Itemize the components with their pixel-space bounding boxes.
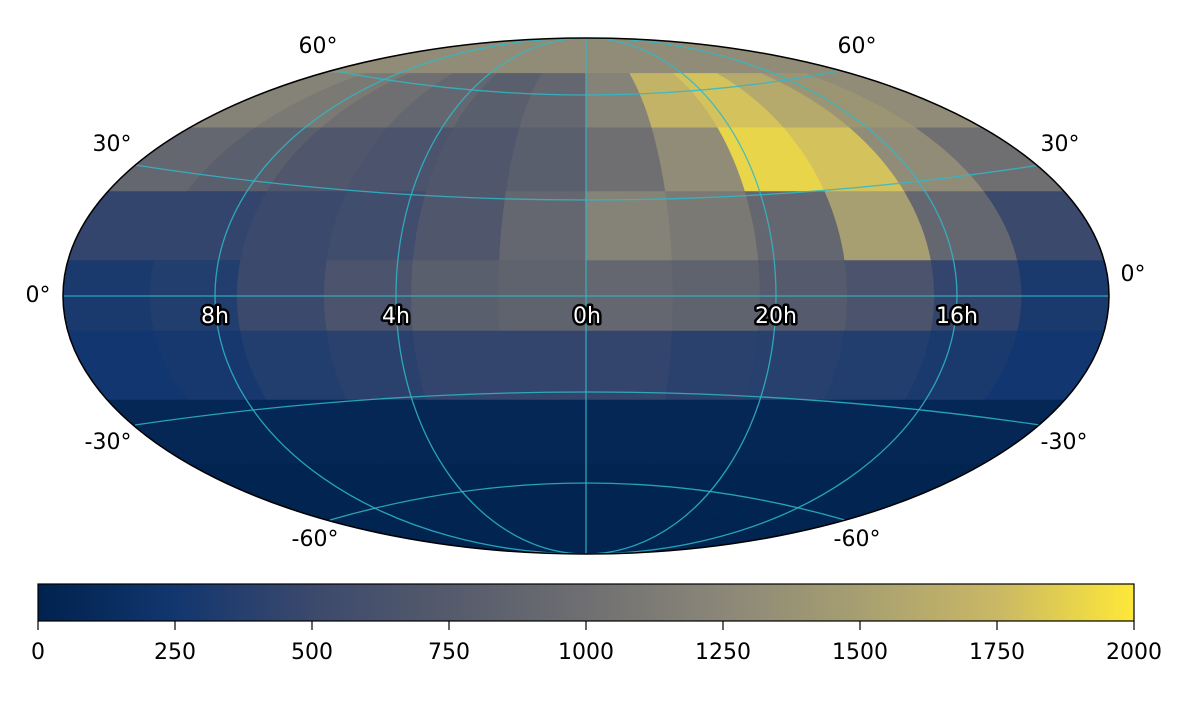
graticule-line <box>585 38 777 554</box>
colorbar-tick-label: 2000 <box>1106 640 1162 665</box>
map-cell <box>505 399 587 465</box>
dec-label: -60° <box>834 527 881 552</box>
colorbar-tick-label: 250 <box>154 640 196 665</box>
graticule-line <box>395 38 587 554</box>
colorbar-tick-label: 1750 <box>969 640 1025 665</box>
graticule-line <box>134 391 1041 426</box>
colorbar-tick-label: 1250 <box>695 640 751 665</box>
graticule-line <box>329 69 846 96</box>
ra-label: 4h <box>382 304 410 329</box>
graticule-line <box>134 164 1041 201</box>
dec-label: 0° <box>26 283 51 308</box>
graticule-line <box>214 38 587 554</box>
map-cell <box>412 191 507 262</box>
graticule <box>63 38 1109 554</box>
colorbar-ticks: 0 250 500 750 1000 1250 1500 1750 2000 <box>31 621 1162 665</box>
map <box>63 38 1109 554</box>
graticule-line <box>585 38 958 554</box>
map-cell <box>505 127 587 193</box>
map-cell <box>585 399 667 465</box>
ra-label: 0h <box>573 304 601 329</box>
dec-label: 0° <box>1121 262 1146 287</box>
dec-label: 30° <box>93 132 132 157</box>
map-cell <box>585 330 673 401</box>
colorbar-tick-label: 1000 <box>558 640 614 665</box>
map-cell <box>665 330 760 401</box>
dec-label: -30° <box>85 430 132 455</box>
dec-label: 30° <box>1041 132 1080 157</box>
map-cell <box>326 330 428 401</box>
graticule-line <box>329 482 846 521</box>
ra-label: 16h <box>936 304 978 329</box>
ra-label: 20h <box>755 304 797 329</box>
map-cell <box>326 191 428 262</box>
colorbar-tick-label: 750 <box>428 640 470 665</box>
map-border <box>62 37 1110 555</box>
dec-label: 60° <box>299 34 338 59</box>
colorbar-tick-label: 500 <box>291 640 333 665</box>
colorbar-tick-label: 1500 <box>832 640 888 665</box>
dec-label: -30° <box>1041 430 1088 455</box>
map-cell <box>499 191 587 262</box>
colorbar-tick-label: 0 <box>31 640 45 665</box>
map-cell <box>499 330 587 401</box>
colorbar <box>37 583 1135 622</box>
dec-label: 60° <box>838 34 877 59</box>
map-cell <box>585 191 673 262</box>
ra-label: 8h <box>201 304 229 329</box>
map-cell <box>585 127 667 193</box>
map-cell <box>665 191 760 262</box>
dec-label: -60° <box>292 527 339 552</box>
map-cell <box>412 330 507 401</box>
